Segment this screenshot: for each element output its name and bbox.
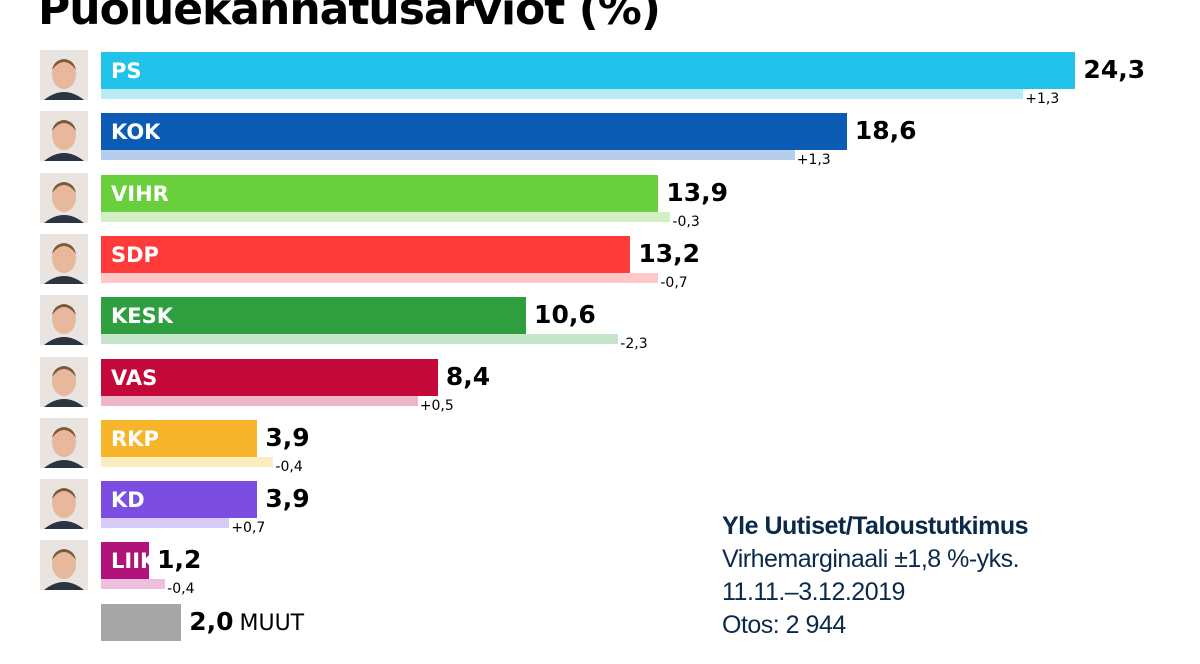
bar-current: KD [101,481,258,519]
bar-current: LIIK [101,542,150,580]
source-block: Yle Uutiset/Taloustutkimus Virhemarginaa… [722,510,1029,642]
change-label: -0,4 [275,458,303,475]
party-label: VIHR [111,181,169,206]
party-label: KD [111,488,145,513]
bar-previous [101,89,1024,99]
value-label: 8,4 [446,362,490,391]
change-label: +0,7 [231,520,266,537]
party-leader-avatar [40,50,88,100]
party-label: RKP [111,426,159,451]
change-label: -0,3 [672,213,700,230]
bar-row-vas: VAS +0,5 8,4 [0,356,1200,419]
bar-current: KOK [101,113,847,151]
sample-size: Otos: 2 944 [722,611,846,639]
bar-previous [101,334,619,345]
bar-current: KESK [101,297,527,335]
bar-current: SDP [101,235,631,273]
party-leader-avatar [40,111,88,162]
party-label: MUUT [239,610,305,636]
value-text: 24,3 [1083,55,1146,84]
bar-previous [101,456,274,467]
bar-row-rkp: RKP -0,4 3,9 [0,417,1200,480]
bar-row-vihr: VIHR -0,3 13,9 [0,172,1200,235]
value-text: 13,9 [666,177,729,207]
bar-row-ps: PS +1,3 24,3 [0,50,1200,112]
party-leader-avatar [40,356,88,407]
bar-previous [101,518,230,529]
bar-previous [101,272,659,283]
bar-row-liik: LIIK -0,4 1,2 [0,540,1200,602]
value-text: 1,2 [157,545,202,575]
change-label: -0,7 [660,274,688,291]
party-leader-avatar [40,233,88,284]
bar-row-kesk: KESK -2,3 10,6 [0,295,1200,357]
value-text: 3,9 [265,484,310,514]
value-label: 10,6 [534,300,596,329]
party-leader-avatar [40,295,88,346]
bar-previous [101,395,418,406]
bar-current: RKP [101,419,258,457]
value-label: 3,9 [265,484,309,513]
error-margin: Virhemarginaali ±1,8 %-yks. [722,545,1020,573]
party-label: KESK [111,304,174,329]
bar-current: VAS [101,358,438,396]
value-label: 13,9 [666,178,728,207]
value-text: 3,9 [265,422,310,452]
party-label: KOK [111,120,161,145]
value-label: 3,9 [265,423,309,452]
value-text: 10,6 [534,300,596,330]
party-label: VAS [111,365,158,390]
party-leader-avatar [40,417,88,468]
bar-previous [101,579,166,590]
value-label: 13,2 [638,239,700,268]
change-label: -2,3 [620,336,648,353]
value-label: 24,3 [1083,55,1145,84]
party-leader-avatar [40,540,88,591]
value-label: 1,2 [157,545,201,574]
bar-current [101,603,182,641]
bar-current: PS [101,52,1076,89]
bar-previous [101,211,671,222]
change-label: -0,4 [167,581,195,598]
bar-previous [101,150,795,161]
value-text: 18,6 [854,116,917,146]
change-label: +1,3 [1025,91,1060,107]
bar-row-kok: KOK +1,3 18,6 [0,111,1200,173]
party-label: PS [111,59,142,83]
change-label: +0,5 [419,397,454,414]
chart-title: Puoluekannatusarviot (%) [38,0,661,35]
value-text: 2,0 [189,606,234,636]
survey-dates: 11.11.–3.12.2019 [722,578,905,606]
source-title: Yle Uutiset/Taloustutkimus [722,512,1029,540]
bar-row-kd: KD +0,7 3,9 [0,479,1200,541]
value-text: 8,4 [445,361,491,391]
party-leader-avatar [40,479,88,530]
value-label: 18,6 [855,116,917,145]
party-label: SDP [111,242,159,267]
bar-current: VIHR [101,174,659,212]
change-label: +1,3 [796,152,831,169]
bar-row-sdp: SDP -0,7 13,2 [0,233,1200,296]
value-text: 13,2 [638,238,700,268]
party-leader-avatar [40,172,88,223]
party-label: LIIK [111,549,150,574]
value-label: 2,0 MUUT [189,607,304,636]
